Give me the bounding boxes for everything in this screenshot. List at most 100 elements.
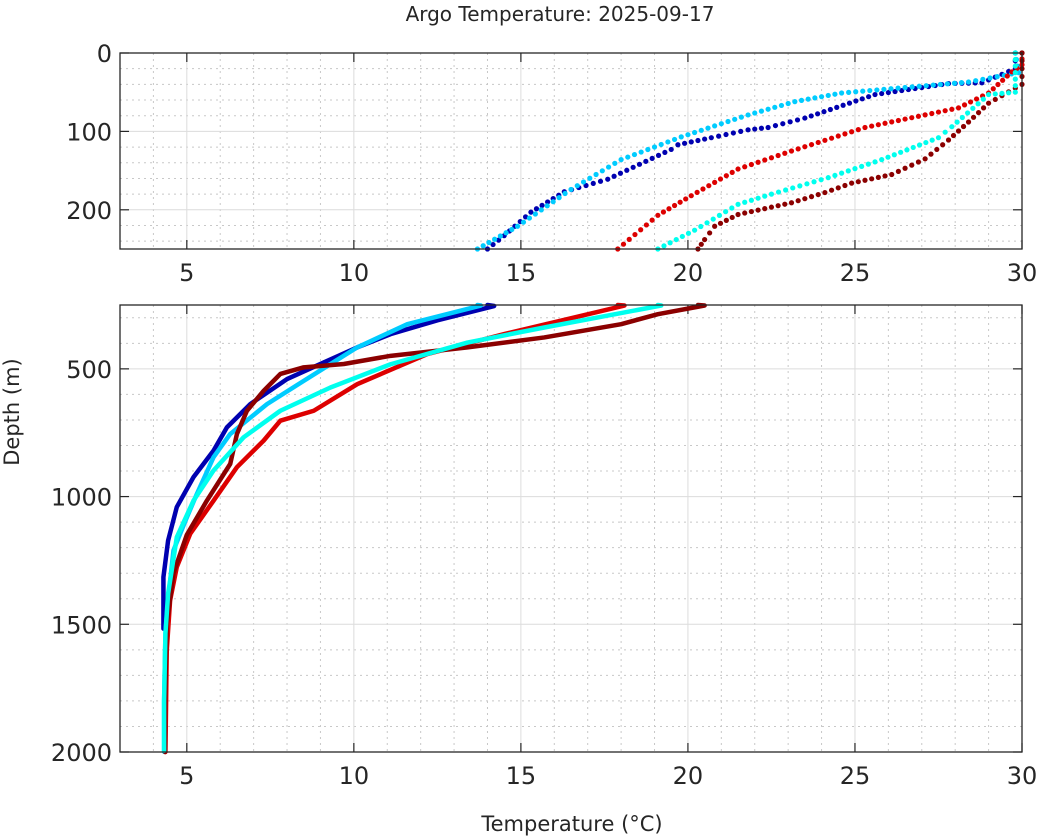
data-point <box>700 186 706 192</box>
data-point <box>834 104 840 110</box>
data-point <box>643 158 649 164</box>
data-point <box>811 179 817 185</box>
data-point <box>980 76 986 82</box>
data-point <box>835 185 841 191</box>
data-point <box>688 139 694 145</box>
data-point <box>735 211 741 218</box>
data-point <box>538 207 544 213</box>
data-point <box>859 163 865 169</box>
data-point <box>891 152 897 158</box>
data-point <box>651 144 658 150</box>
data-point <box>923 83 929 89</box>
data-point <box>717 176 724 182</box>
axes-box <box>119 304 1023 753</box>
data-point <box>815 139 821 146</box>
data-point <box>959 114 965 121</box>
data-point <box>645 146 651 153</box>
data-point <box>729 214 735 221</box>
data-point <box>882 120 888 126</box>
data-point <box>895 117 901 124</box>
data-point <box>556 195 562 201</box>
data-point <box>643 222 650 228</box>
data-point <box>1012 83 1018 89</box>
x-tick-label: 15 <box>506 762 537 790</box>
data-point <box>902 165 908 171</box>
data-point <box>605 176 611 182</box>
data-point <box>994 74 1000 80</box>
x-tick-label: 10 <box>339 259 370 287</box>
data-point <box>992 91 998 97</box>
y-tick-label: 500 <box>66 356 112 384</box>
data-point <box>675 142 681 148</box>
data-point <box>805 96 811 102</box>
data-point <box>694 189 700 195</box>
data-point <box>685 230 692 236</box>
data-point <box>802 115 808 121</box>
data-point <box>828 187 835 193</box>
data-point <box>892 88 898 95</box>
data-point <box>849 129 855 135</box>
data-point <box>605 164 612 170</box>
data-point <box>742 199 748 205</box>
data-point <box>955 128 962 134</box>
y-axis-label: Depth (m) <box>0 358 24 465</box>
data-point <box>738 128 744 134</box>
data-point <box>772 104 778 110</box>
data-point <box>710 216 716 222</box>
data-point <box>808 113 814 119</box>
data-point <box>655 152 662 158</box>
data-point <box>795 198 801 204</box>
data-point <box>960 123 967 130</box>
data-point <box>662 149 668 156</box>
x-tick-label: 20 <box>673 259 704 287</box>
data-point <box>742 210 748 216</box>
data-point <box>798 97 805 103</box>
data-point <box>590 180 596 187</box>
data-point <box>712 123 718 129</box>
data-point <box>782 150 788 156</box>
data-point <box>832 172 838 179</box>
data-point <box>987 75 993 81</box>
data-point <box>783 187 789 193</box>
data-point <box>735 201 741 207</box>
data-point <box>496 237 502 243</box>
data-point <box>929 110 935 117</box>
data-point <box>902 84 908 91</box>
data-point <box>636 161 643 167</box>
data-point <box>526 215 533 221</box>
data-point <box>839 170 845 176</box>
data-point <box>528 209 534 215</box>
data-point <box>762 193 768 199</box>
data-point <box>866 94 872 100</box>
x-tick-label: 15 <box>506 259 537 287</box>
data-point <box>835 133 841 139</box>
data-point <box>862 177 868 183</box>
panel-lower: 5 10 15 20 25 30 500 1000 1500 2000 <box>51 302 1037 790</box>
data-point <box>702 236 708 243</box>
profile-deepskyblue <box>474 50 1022 252</box>
data-point <box>818 94 825 100</box>
data-point <box>762 206 768 212</box>
data-point <box>990 86 996 92</box>
data-point <box>649 155 655 161</box>
data-point <box>879 157 885 163</box>
data-point <box>667 240 673 246</box>
data-point <box>935 109 942 115</box>
data-point <box>855 127 861 133</box>
data-point <box>723 217 729 223</box>
data-point <box>752 110 758 116</box>
data-point <box>935 135 942 141</box>
y-tick-label: 2000 <box>51 739 112 767</box>
data-point <box>846 89 852 95</box>
data-point <box>681 140 688 146</box>
data-point <box>970 114 977 120</box>
data-point <box>755 159 761 165</box>
data-point <box>509 226 515 233</box>
data-point <box>889 171 895 178</box>
data-point <box>1012 70 1018 76</box>
data-point <box>611 173 617 179</box>
data-point <box>738 114 744 120</box>
data-point <box>902 116 908 122</box>
data-point <box>909 115 915 121</box>
chart-title: Argo Temperature: 2025-09-17 <box>406 2 715 26</box>
